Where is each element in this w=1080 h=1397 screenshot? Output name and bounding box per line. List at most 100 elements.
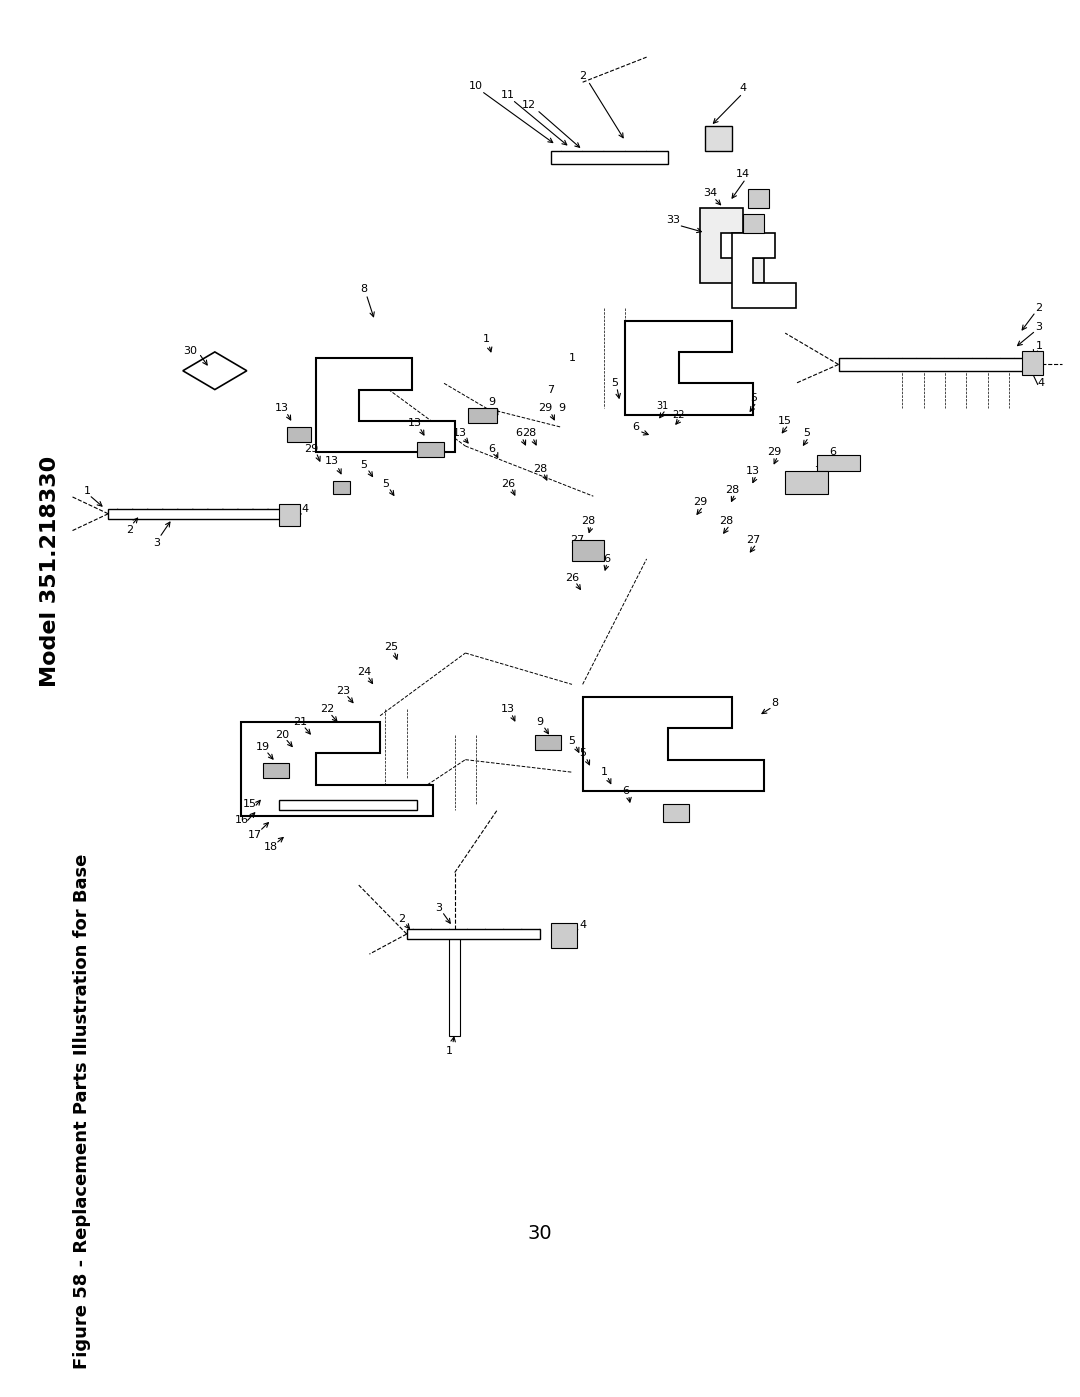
Polygon shape (705, 126, 732, 151)
Polygon shape (333, 481, 350, 493)
Text: 11: 11 (501, 89, 515, 99)
Text: 3: 3 (152, 538, 160, 548)
Polygon shape (535, 735, 562, 750)
Text: 9: 9 (488, 397, 496, 407)
Text: 18: 18 (265, 842, 279, 852)
Text: 1: 1 (483, 334, 490, 345)
Polygon shape (407, 929, 540, 939)
Text: 5: 5 (611, 379, 618, 388)
Text: 6: 6 (515, 429, 522, 439)
Text: 30: 30 (184, 345, 198, 356)
Polygon shape (468, 408, 498, 423)
Text: 6: 6 (622, 787, 629, 796)
Text: 29: 29 (538, 404, 553, 414)
Polygon shape (572, 541, 604, 562)
Text: 26: 26 (597, 555, 611, 564)
Polygon shape (108, 509, 284, 518)
Text: 5: 5 (361, 460, 367, 469)
Text: 4: 4 (1038, 379, 1044, 388)
Text: 1: 1 (1036, 341, 1042, 351)
Text: 4: 4 (579, 921, 586, 930)
Text: 23: 23 (336, 686, 350, 696)
Text: 13: 13 (501, 704, 515, 714)
Text: 17: 17 (248, 830, 262, 840)
Text: 27: 27 (570, 535, 584, 545)
Polygon shape (1022, 351, 1043, 374)
Text: 15: 15 (243, 799, 257, 809)
Text: 6: 6 (829, 447, 837, 457)
Text: 5: 5 (382, 479, 389, 489)
Text: 24: 24 (357, 666, 372, 676)
Text: 25: 25 (383, 641, 397, 652)
Polygon shape (242, 722, 433, 816)
Text: 14: 14 (735, 169, 750, 179)
Text: 13: 13 (746, 467, 760, 476)
Text: 31: 31 (657, 401, 669, 411)
Polygon shape (785, 471, 828, 493)
Polygon shape (449, 935, 460, 1035)
Text: 5: 5 (568, 736, 576, 746)
Text: 7: 7 (548, 384, 554, 394)
Text: 28: 28 (523, 429, 537, 439)
Polygon shape (287, 427, 311, 443)
Text: 20: 20 (275, 729, 289, 739)
Polygon shape (663, 803, 689, 823)
Text: 28: 28 (725, 485, 739, 495)
Text: 1: 1 (83, 486, 91, 496)
Polygon shape (700, 208, 764, 284)
Text: 8: 8 (771, 698, 778, 708)
Text: 1: 1 (568, 353, 576, 363)
Text: 6: 6 (633, 422, 639, 432)
Text: 13: 13 (408, 419, 422, 429)
Polygon shape (316, 358, 455, 453)
Text: 22: 22 (320, 704, 334, 714)
Text: 22: 22 (673, 409, 685, 419)
Polygon shape (732, 233, 796, 307)
Text: 29: 29 (768, 447, 782, 457)
Polygon shape (551, 923, 578, 947)
Text: 8: 8 (361, 284, 367, 295)
Text: 6: 6 (488, 443, 496, 454)
Text: 21: 21 (293, 717, 307, 726)
Text: 2: 2 (579, 71, 586, 81)
Text: 13: 13 (453, 429, 467, 439)
Text: 7: 7 (813, 467, 821, 476)
Text: 28: 28 (532, 464, 548, 474)
Text: 3: 3 (435, 902, 442, 912)
Text: 5: 5 (804, 429, 810, 439)
Text: 2: 2 (126, 525, 133, 535)
Text: 29: 29 (692, 497, 707, 507)
Polygon shape (582, 697, 764, 791)
Polygon shape (262, 763, 289, 778)
Text: 2: 2 (1036, 303, 1042, 313)
Text: 26: 26 (565, 573, 579, 583)
Text: Figure 58 - Replacement Parts Illustration for Base: Figure 58 - Replacement Parts Illustrati… (72, 854, 91, 1369)
Text: Model 351.218330: Model 351.218330 (40, 455, 59, 687)
Text: 27: 27 (746, 535, 760, 545)
Polygon shape (279, 504, 300, 527)
Text: 19: 19 (256, 742, 270, 752)
Text: 4: 4 (302, 504, 309, 514)
Polygon shape (743, 214, 764, 233)
Text: 16: 16 (234, 814, 248, 824)
Text: 13: 13 (325, 455, 339, 467)
Polygon shape (625, 320, 753, 415)
Polygon shape (747, 189, 769, 208)
Polygon shape (279, 800, 417, 810)
Polygon shape (417, 443, 444, 457)
Text: 28: 28 (581, 517, 595, 527)
Polygon shape (551, 151, 667, 163)
Text: 34: 34 (703, 187, 717, 197)
Text: 5: 5 (579, 749, 586, 759)
Polygon shape (838, 358, 1030, 370)
Polygon shape (818, 455, 860, 471)
Text: 15: 15 (779, 416, 793, 426)
Text: 2: 2 (397, 914, 405, 923)
Text: 3: 3 (1036, 321, 1042, 332)
Text: 1: 1 (446, 1046, 453, 1056)
Text: 13: 13 (275, 404, 289, 414)
Text: 5: 5 (750, 394, 757, 404)
Text: 10: 10 (469, 81, 483, 91)
Text: 30: 30 (528, 1224, 552, 1243)
Text: 33: 33 (666, 215, 680, 225)
